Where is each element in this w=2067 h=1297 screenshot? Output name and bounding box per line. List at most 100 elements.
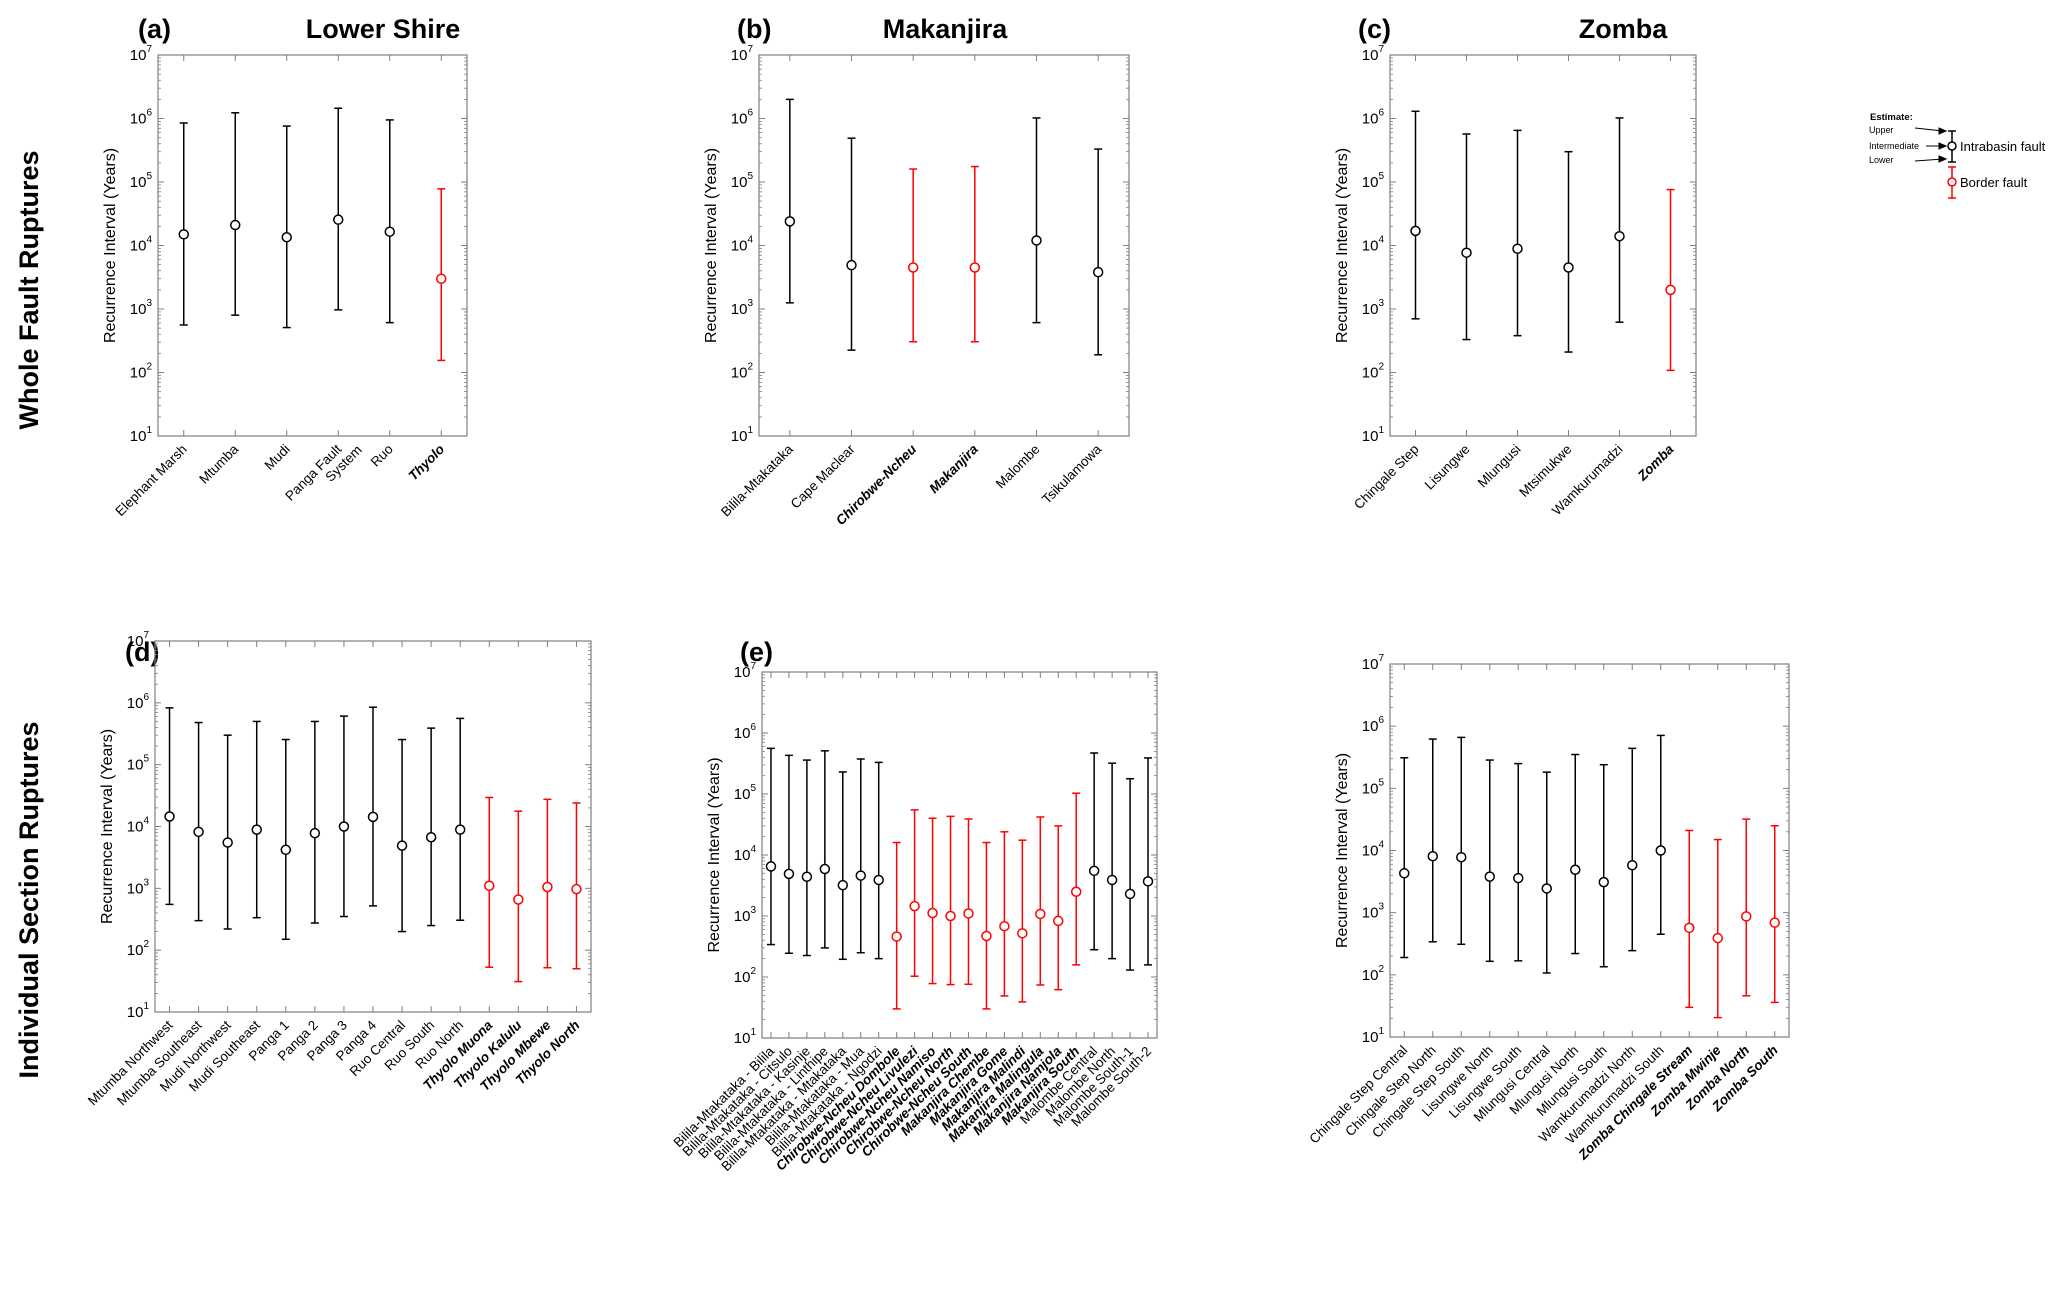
error-bar — [1126, 777, 1135, 971]
data-point-intermediate — [999, 920, 1010, 932]
data-point-intermediate — [1512, 243, 1523, 254]
error-bar — [1462, 133, 1471, 341]
legend-title: Estimate: — [1870, 112, 1913, 123]
error-bar — [223, 734, 232, 930]
data-point-intermediate — [1614, 230, 1625, 242]
data-point-intermediate — [178, 229, 189, 240]
y-tick-label: 107 — [130, 44, 153, 64]
error-bar — [398, 738, 407, 933]
error-bar — [909, 168, 918, 343]
data-point-intermediate — [338, 821, 350, 832]
y-tick-label: 105 — [1362, 171, 1385, 191]
y-tick-label: 106 — [1362, 108, 1385, 128]
error-bar — [334, 107, 343, 311]
data-point-intermediate — [542, 881, 553, 893]
error-bar — [1018, 839, 1027, 1003]
error-bar — [766, 747, 775, 946]
y-axis-label: Recurrence Interval (Years) — [706, 757, 723, 952]
x-tick-label: Thyolo — [405, 442, 447, 484]
y-tick-label: 103 — [1362, 902, 1385, 922]
panel-letter: (d) — [125, 637, 159, 667]
legend-intrabasin-label: Intrabasin fault — [1960, 139, 2046, 154]
panel-letter: (a) — [138, 14, 171, 44]
data-point-intermediate — [981, 930, 992, 942]
data-point-intermediate — [1031, 235, 1042, 246]
data-point-intermediate — [281, 231, 292, 243]
panel-letter: (b) — [737, 14, 771, 44]
error-bar — [892, 841, 901, 1010]
data-point-intermediate — [1124, 888, 1136, 900]
data-point-intermediate — [309, 827, 321, 839]
error-bar — [928, 817, 937, 985]
legend-upper-label: Upper — [1869, 125, 1894, 135]
y-tick-label: 103 — [127, 877, 150, 897]
x-tick-label: Zomba — [1634, 441, 1677, 484]
y-tick-label: 101 — [1362, 1026, 1385, 1046]
x-tick-label: Panga FaultSystem — [282, 432, 365, 515]
data-point-intermediate — [1627, 859, 1638, 871]
error-bar — [820, 750, 829, 949]
data-point-intermediate — [1427, 850, 1438, 862]
y-tick-label: 101 — [130, 425, 153, 445]
data-point-intermediate — [513, 894, 524, 905]
error-bar — [785, 98, 794, 304]
data-point-intermediate — [927, 907, 938, 919]
y-tick-label: 105 — [130, 171, 153, 191]
error-bar — [1742, 818, 1751, 997]
legend-border-symbol — [1947, 166, 1957, 199]
data-point-intermediate — [1563, 262, 1574, 273]
y-tick-label: 107 — [127, 630, 150, 650]
error-bar — [784, 754, 793, 955]
y-tick-label: 106 — [731, 108, 754, 128]
data-point-intermediate — [945, 910, 956, 922]
error-bar — [310, 720, 319, 924]
y-tick-label: 107 — [1362, 653, 1385, 673]
panel-d: (d) 101 102 103 104 105 106 107 Recurrence Inter… — [85, 630, 592, 1108]
x-tick-label: Lisungwe — [1422, 442, 1473, 493]
error-bar — [838, 771, 847, 961]
error-bar — [970, 165, 979, 343]
panel-b: (b) Makanjira 101 102 103 104 105 106 107 Recurre… — [703, 14, 1130, 528]
x-tick-label: Mudi — [262, 442, 293, 473]
y-tick-label: 102 — [734, 966, 757, 986]
data-point-intermediate — [1769, 917, 1780, 928]
y-tick-label: 104 — [127, 816, 150, 836]
panel-title: Lower Shire — [306, 14, 461, 44]
error-bar — [1090, 752, 1099, 951]
error-bar — [1400, 757, 1409, 959]
panel-title: Makanjira — [883, 14, 1009, 44]
y-axis-label: Recurrence Interval (Years) — [703, 148, 720, 343]
error-bar — [427, 727, 436, 927]
error-bar — [1564, 150, 1573, 353]
data-point-intermediate — [484, 880, 495, 892]
data-point-intermediate — [969, 262, 981, 273]
error-bar — [252, 720, 261, 919]
error-bar — [1036, 816, 1045, 986]
panel-letter: (c) — [1358, 14, 1391, 44]
data-point-intermediate — [1410, 225, 1421, 237]
error-bar — [874, 761, 883, 960]
x-tick-label: Mtumba — [196, 441, 241, 486]
y-axis-label: Recurrence Interval (Years) — [1334, 148, 1351, 343]
data-point-intermediate — [230, 219, 241, 231]
error-bar — [1713, 838, 1722, 1019]
data-point-intermediate — [571, 883, 582, 895]
data-point-intermediate — [1070, 886, 1082, 897]
data-point-intermediate — [1665, 284, 1676, 296]
data-point-intermediate — [801, 871, 813, 882]
error-bar — [1000, 831, 1009, 997]
data-point-intermediate — [1712, 932, 1723, 944]
x-tick-label: Cape Maclear — [788, 441, 858, 511]
x-tick-label: Malombe — [993, 442, 1043, 492]
data-point-intermediate — [280, 844, 292, 856]
x-tick-label: Makanjira — [926, 441, 981, 496]
y-tick-label: 103 — [130, 298, 153, 318]
data-point-intermediate — [396, 840, 408, 851]
data-point-intermediate — [193, 826, 204, 838]
data-point-intermediate — [1092, 266, 1104, 278]
data-point-intermediate — [1684, 922, 1695, 934]
error-bar — [1571, 753, 1580, 955]
data-point-intermediate — [1570, 864, 1581, 876]
data-point-intermediate — [783, 868, 795, 880]
